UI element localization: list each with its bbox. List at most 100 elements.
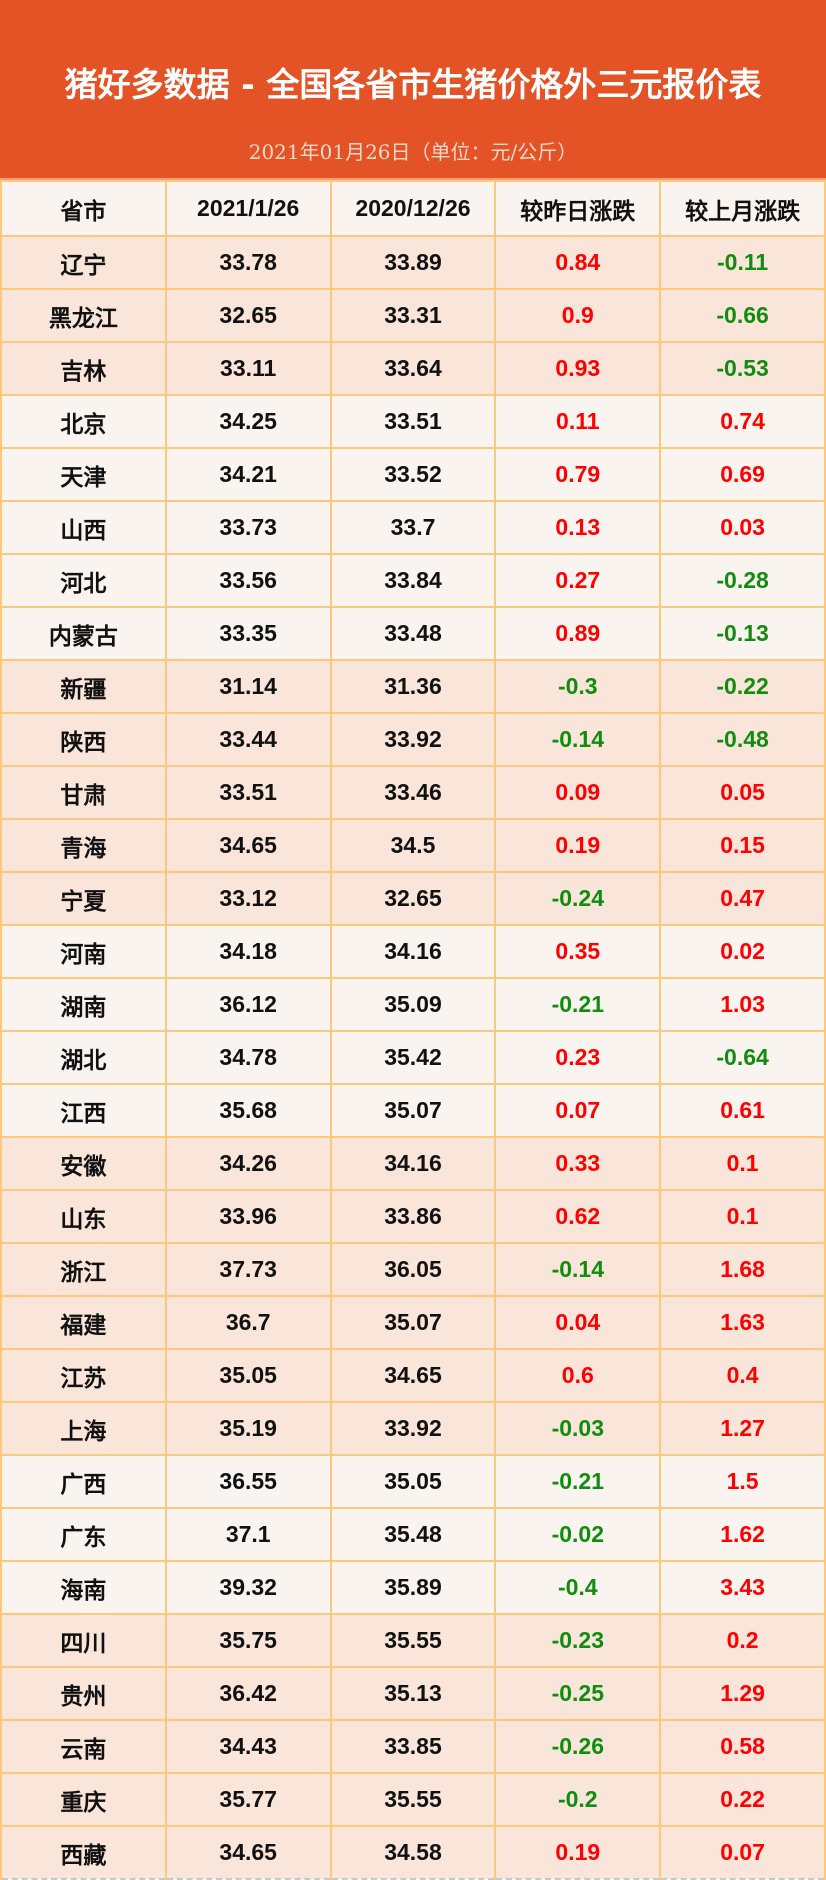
cell-monthly-change: 0.61: [659, 1083, 826, 1138]
cell-price-last-month: 33.92: [329, 712, 497, 767]
cell-province: 山东: [0, 1189, 167, 1244]
cell-province: 上海: [0, 1401, 167, 1456]
cell-price-current: 34.65: [164, 1825, 332, 1880]
cell-monthly-change: 1.03: [659, 977, 826, 1032]
cell-price-last-month: 34.16: [329, 1136, 497, 1191]
cell-monthly-change: 1.27: [659, 1401, 826, 1456]
cell-price-current: 33.96: [164, 1189, 332, 1244]
cell-monthly-change: 0.02: [659, 924, 826, 979]
cell-price-last-month: 33.85: [329, 1719, 497, 1774]
cell-price-current: 33.35: [164, 606, 332, 661]
cell-price-current: 33.11: [164, 341, 332, 396]
table-row: 湖南 36.12 35.09 -0.21 1.03: [0, 977, 826, 1032]
cell-daily-change: 0.93: [494, 341, 662, 396]
cell-price-last-month: 33.51: [329, 394, 497, 449]
cell-daily-change: -0.24: [494, 871, 662, 926]
cell-price-current: 34.18: [164, 924, 332, 979]
cell-monthly-change: 0.69: [659, 447, 826, 502]
cell-price-current: 34.43: [164, 1719, 332, 1774]
cell-daily-change: -0.3: [494, 659, 662, 714]
cell-monthly-change: -0.28: [659, 553, 826, 608]
cell-daily-change: 0.11: [494, 394, 662, 449]
cell-province: 广东: [0, 1507, 167, 1562]
cell-price-current: 33.51: [164, 765, 332, 820]
cell-price-last-month: 35.42: [329, 1030, 497, 1085]
cell-monthly-change: 3.43: [659, 1560, 826, 1615]
table-row: 江西 35.68 35.07 0.07 0.61: [0, 1083, 826, 1138]
page-subtitle: 2021年01月26日（单位：元/公斤）: [248, 140, 578, 164]
cell-daily-change: 0.35: [494, 924, 662, 979]
cell-monthly-change: 0.15: [659, 818, 826, 873]
cell-price-current: 37.73: [164, 1242, 332, 1297]
cell-price-current: 33.73: [164, 500, 332, 555]
table-row: 云南 34.43 33.85 -0.26 0.58: [0, 1719, 826, 1774]
cell-daily-change: -0.4: [494, 1560, 662, 1615]
table-header-row: 省市 2021/1/26 2020/12/26 较昨日涨跌 较上月涨跌: [0, 180, 826, 237]
cell-price-current: 35.75: [164, 1613, 332, 1668]
cell-province: 湖北: [0, 1030, 167, 1085]
cell-daily-change: -0.21: [494, 977, 662, 1032]
cell-monthly-change: 0.47: [659, 871, 826, 926]
table-row: 江苏 35.05 34.65 0.6 0.4: [0, 1348, 826, 1403]
cell-province: 云南: [0, 1719, 167, 1774]
cell-monthly-change: -0.66: [659, 288, 826, 343]
cell-price-last-month: 35.55: [329, 1613, 497, 1668]
cell-monthly-change: 1.5: [659, 1454, 826, 1509]
cell-daily-change: 0.27: [494, 553, 662, 608]
table-row: 北京 34.25 33.51 0.11 0.74: [0, 394, 826, 449]
table-row: 山东 33.96 33.86 0.62 0.1: [0, 1189, 826, 1244]
cell-price-last-month: 34.16: [329, 924, 497, 979]
column-header-last-month: 2020/12/26: [329, 180, 497, 237]
table-row: 广西 36.55 35.05 -0.21 1.5: [0, 1454, 826, 1509]
cell-price-last-month: 33.46: [329, 765, 497, 820]
cell-price-last-month: 34.58: [329, 1825, 497, 1880]
cell-price-current: 36.42: [164, 1666, 332, 1721]
cell-price-current: 33.44: [164, 712, 332, 767]
table-row: 广东 37.1 35.48 -0.02 1.62: [0, 1507, 826, 1562]
cell-daily-change: 0.19: [494, 1825, 662, 1880]
cell-daily-change: 0.62: [494, 1189, 662, 1244]
cell-monthly-change: 1.63: [659, 1295, 826, 1350]
cell-daily-change: -0.14: [494, 1242, 662, 1297]
cell-daily-change: 0.09: [494, 765, 662, 820]
column-header-province: 省市: [0, 180, 167, 237]
cell-daily-change: 0.89: [494, 606, 662, 661]
column-header-daily-change: 较昨日涨跌: [494, 180, 662, 237]
cell-daily-change: -0.26: [494, 1719, 662, 1774]
cell-province: 黑龙江: [0, 288, 167, 343]
cell-province: 西藏: [0, 1825, 167, 1880]
column-header-current: 2021/1/26: [164, 180, 332, 237]
table-row: 天津 34.21 33.52 0.79 0.69: [0, 447, 826, 502]
cell-daily-change: -0.2: [494, 1772, 662, 1827]
cell-monthly-change: 0.74: [659, 394, 826, 449]
cell-daily-change: 0.04: [494, 1295, 662, 1350]
cell-price-current: 32.65: [164, 288, 332, 343]
table-row: 海南 39.32 35.89 -0.4 3.43: [0, 1560, 826, 1615]
cell-price-last-month: 32.65: [329, 871, 497, 926]
cell-province: 河南: [0, 924, 167, 979]
cell-daily-change: 0.13: [494, 500, 662, 555]
cell-province: 宁夏: [0, 871, 167, 926]
cell-monthly-change: 0.22: [659, 1772, 826, 1827]
column-header-monthly-change: 较上月涨跌: [659, 180, 826, 237]
cell-price-current: 36.12: [164, 977, 332, 1032]
cell-price-last-month: 35.13: [329, 1666, 497, 1721]
table-row: 黑龙江 32.65 33.31 0.9 -0.66: [0, 288, 826, 343]
cell-province: 吉林: [0, 341, 167, 396]
page-title: 猪好多数据 - 全国各省市生猪价格外三元报价表: [64, 65, 762, 104]
cell-price-current: 35.05: [164, 1348, 332, 1403]
table-row: 河北 33.56 33.84 0.27 -0.28: [0, 553, 826, 608]
cell-province: 内蒙古: [0, 606, 167, 661]
cell-price-current: 34.25: [164, 394, 332, 449]
cell-price-current: 34.78: [164, 1030, 332, 1085]
cell-price-last-month: 36.05: [329, 1242, 497, 1297]
cell-price-current: 33.78: [164, 235, 332, 290]
table-row: 浙江 37.73 36.05 -0.14 1.68: [0, 1242, 826, 1297]
table-row: 吉林 33.11 33.64 0.93 -0.53: [0, 341, 826, 396]
cell-province: 海南: [0, 1560, 167, 1615]
cell-province: 辽宁: [0, 235, 167, 290]
cell-price-last-month: 33.64: [329, 341, 497, 396]
cell-price-current: 35.77: [164, 1772, 332, 1827]
cell-monthly-change: -0.64: [659, 1030, 826, 1085]
cell-price-last-month: 35.89: [329, 1560, 497, 1615]
